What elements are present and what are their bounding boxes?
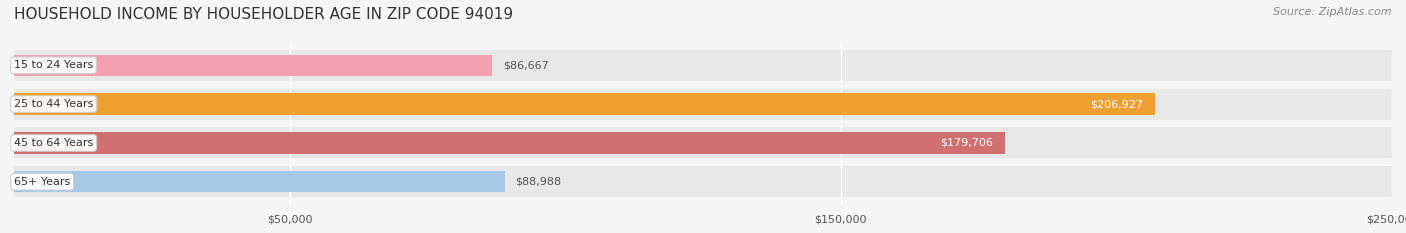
Text: 25 to 44 Years: 25 to 44 Years <box>14 99 93 109</box>
Bar <box>14 166 1392 197</box>
Bar <box>14 89 1392 120</box>
Text: 65+ Years: 65+ Years <box>14 177 70 187</box>
Bar <box>14 132 1004 154</box>
Bar <box>14 55 492 76</box>
Text: $86,667: $86,667 <box>503 60 548 70</box>
Text: $88,988: $88,988 <box>516 177 561 187</box>
Bar <box>14 171 505 192</box>
Text: Source: ZipAtlas.com: Source: ZipAtlas.com <box>1274 7 1392 17</box>
Text: $179,706: $179,706 <box>941 138 994 148</box>
Text: HOUSEHOLD INCOME BY HOUSEHOLDER AGE IN ZIP CODE 94019: HOUSEHOLD INCOME BY HOUSEHOLDER AGE IN Z… <box>14 7 513 22</box>
Text: 15 to 24 Years: 15 to 24 Years <box>14 60 93 70</box>
Text: $206,927: $206,927 <box>1091 99 1143 109</box>
Bar <box>14 127 1392 158</box>
Bar <box>14 93 1154 115</box>
Text: 45 to 64 Years: 45 to 64 Years <box>14 138 93 148</box>
Bar <box>14 50 1392 81</box>
